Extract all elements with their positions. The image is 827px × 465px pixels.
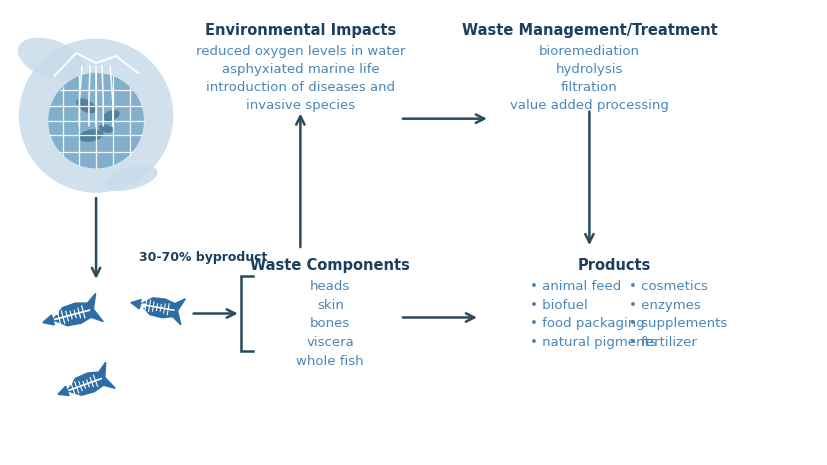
Text: reduced oxygen levels in water: reduced oxygen levels in water <box>196 45 405 58</box>
Text: • fertilizer: • fertilizer <box>629 336 697 349</box>
Ellipse shape <box>104 166 158 191</box>
Text: bioremediation: bioremediation <box>539 45 640 58</box>
Polygon shape <box>98 362 115 388</box>
Text: whole fish: whole fish <box>296 355 364 368</box>
Text: asphyxiated marine life: asphyxiated marine life <box>222 63 380 76</box>
Text: • animal feed: • animal feed <box>529 280 621 292</box>
Text: introduction of diseases and: introduction of diseases and <box>206 81 395 94</box>
Ellipse shape <box>79 129 103 142</box>
Text: viscera: viscera <box>307 336 354 349</box>
Ellipse shape <box>98 124 113 133</box>
Text: Waste Components: Waste Components <box>251 258 410 273</box>
Text: • natural pigments: • natural pigments <box>529 336 657 349</box>
Text: Products: Products <box>577 258 651 273</box>
Polygon shape <box>58 386 69 396</box>
Polygon shape <box>131 299 141 309</box>
Text: • supplements: • supplements <box>629 318 728 331</box>
Text: • cosmetics: • cosmetics <box>629 280 708 292</box>
Polygon shape <box>141 298 178 318</box>
Ellipse shape <box>76 98 96 113</box>
Text: heads: heads <box>310 280 351 292</box>
Text: skin: skin <box>317 299 344 312</box>
Text: • enzymes: • enzymes <box>629 299 701 312</box>
Ellipse shape <box>19 39 174 193</box>
Ellipse shape <box>18 38 84 80</box>
Text: hydrolysis: hydrolysis <box>556 63 623 76</box>
Text: 30-70% byproduct: 30-70% byproduct <box>139 252 267 264</box>
Polygon shape <box>173 299 185 325</box>
Text: filtration: filtration <box>561 81 618 94</box>
Circle shape <box>54 310 59 315</box>
Text: Waste Management/Treatment: Waste Management/Treatment <box>461 23 717 38</box>
Text: • food packaging: • food packaging <box>529 318 644 331</box>
Text: invasive species: invasive species <box>246 99 355 112</box>
Text: • biofuel: • biofuel <box>529 299 587 312</box>
Circle shape <box>68 379 73 385</box>
Circle shape <box>48 73 144 168</box>
Text: bones: bones <box>310 318 351 331</box>
Ellipse shape <box>103 110 120 121</box>
Text: Environmental Impacts: Environmental Impacts <box>205 23 396 38</box>
Polygon shape <box>67 372 105 395</box>
Polygon shape <box>88 293 103 322</box>
Text: value added processing: value added processing <box>510 99 669 112</box>
Circle shape <box>141 303 146 308</box>
Polygon shape <box>43 315 55 325</box>
Polygon shape <box>53 303 93 326</box>
